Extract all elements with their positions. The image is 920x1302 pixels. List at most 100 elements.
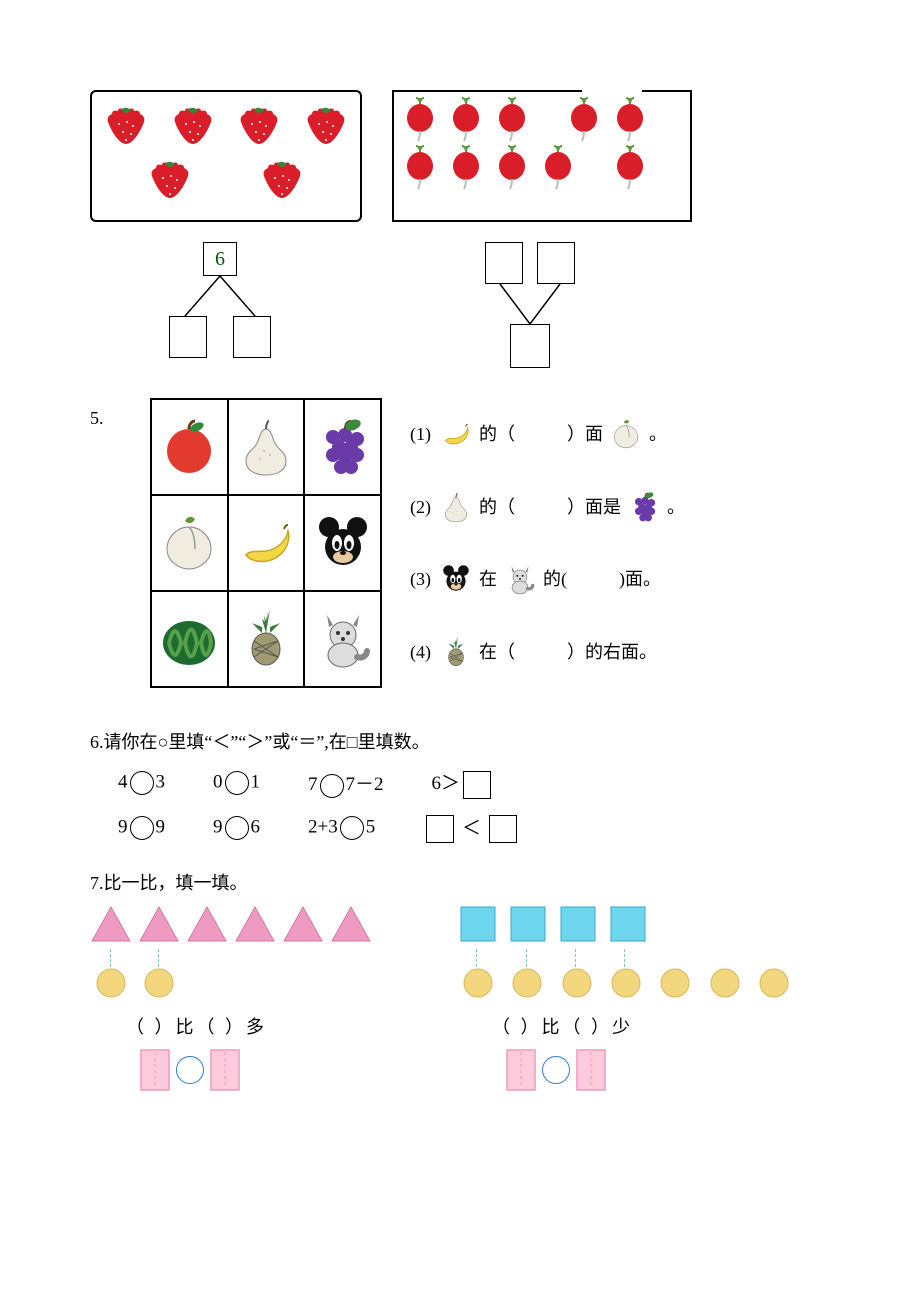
- prompt-row: (3)在的( )面。: [410, 562, 830, 596]
- triangle-icon: [90, 905, 132, 943]
- prompt-row: (4)在（ ）的右面。: [410, 635, 830, 669]
- strawberry-icon: [301, 104, 351, 154]
- fill-blank[interactable]: [573, 570, 613, 588]
- banana-icon: [439, 417, 473, 451]
- triangle-icon: [138, 905, 180, 943]
- square-icon: [559, 905, 597, 943]
- expr: 77－2: [308, 769, 384, 798]
- question-number: 5.: [90, 398, 150, 688]
- triangle-icon: [330, 905, 372, 943]
- circle-icon: [95, 967, 127, 999]
- q6-expressions: 430177－26＞99962+35 ＜: [118, 768, 830, 843]
- q5-prompts: (1)的（ ）面。(2)的（ ）面是。(3)在的( )面。(4)在（ ）的右面。: [410, 398, 830, 688]
- bond-blank-box[interactable]: [233, 316, 271, 358]
- pineapple-icon: [439, 635, 473, 669]
- dash-connector: [575, 949, 578, 967]
- q6-title: 6.请你在○里填“＜”“＞”或“＝”,在□里填数。: [90, 728, 830, 754]
- bond-blank-box[interactable]: [510, 324, 550, 368]
- grid-cell-watermelon: [151, 591, 228, 687]
- answer-circle[interactable]: [542, 1056, 570, 1084]
- radish-icon: [402, 96, 442, 144]
- circle-icon: [610, 967, 642, 999]
- strawberry-icon: [257, 158, 307, 208]
- fill-blank[interactable]: [521, 425, 561, 443]
- circle-icon: [659, 967, 691, 999]
- compare-circle[interactable]: [320, 774, 344, 798]
- prompt-text: 在: [479, 570, 497, 588]
- compare-circle[interactable]: [340, 816, 364, 840]
- rect-shape-icon: [140, 1049, 170, 1091]
- expr: 6＞: [432, 768, 495, 799]
- q7-answer-row: [506, 1049, 796, 1091]
- q7-title: 7.比一比，填一填。: [90, 869, 830, 895]
- strawberry-icon: [145, 158, 195, 208]
- pear-icon: [439, 490, 473, 524]
- fill-square[interactable]: [463, 771, 491, 799]
- dash-connector: [110, 949, 113, 967]
- prompt-index: (2): [410, 498, 431, 516]
- strawberry-icon: [101, 104, 151, 154]
- fox-icon: [503, 562, 537, 596]
- strawberry-icon: [168, 104, 218, 154]
- dash-connector: [624, 949, 627, 967]
- circle-icon: [709, 967, 741, 999]
- circle-icon: [462, 967, 494, 999]
- circle-icon: [561, 967, 593, 999]
- fill-blank[interactable]: [521, 643, 561, 661]
- expr: 96: [213, 816, 260, 840]
- bond-blank-box[interactable]: [169, 316, 207, 358]
- number-bond-left: 6: [90, 242, 350, 368]
- prompt-text: )面。: [619, 570, 661, 588]
- answer-circle[interactable]: [176, 1056, 204, 1084]
- circle-icon: [758, 967, 790, 999]
- expr-row: 99962+35 ＜: [118, 813, 830, 844]
- grid-cell-pineapple: [228, 591, 305, 687]
- prompt-text: 在（: [479, 643, 515, 661]
- radish-box: [392, 90, 692, 222]
- prompt-index: (4): [410, 643, 431, 661]
- rect-shape-icon: [576, 1049, 606, 1091]
- prompt-text: 。: [649, 425, 667, 443]
- grid-cell-fox: [304, 591, 381, 687]
- mickey-icon: [439, 562, 473, 596]
- strawberry-icon: [234, 104, 284, 154]
- bond-top-value: 6: [203, 242, 237, 276]
- expr: ＜: [423, 813, 520, 844]
- fill-square[interactable]: [426, 815, 454, 843]
- expr: 99: [118, 816, 165, 840]
- compare-circle[interactable]: [130, 816, 154, 840]
- circle-icon: [143, 967, 175, 999]
- dash-connector: [526, 949, 529, 967]
- prompt-text: ）面: [567, 425, 603, 443]
- triangle-icon: [282, 905, 324, 943]
- dash-connector: [158, 949, 161, 967]
- compare-circle[interactable]: [130, 771, 154, 795]
- fill-square[interactable]: [489, 815, 517, 843]
- grid-cell-apple: [151, 399, 228, 495]
- expr: 01: [213, 771, 260, 795]
- bond-blank-box[interactable]: [537, 242, 575, 284]
- rect-shape-icon: [210, 1049, 240, 1091]
- grape-icon: [627, 490, 661, 524]
- triangle-icon: [186, 905, 228, 943]
- compare-circle[interactable]: [225, 771, 249, 795]
- grid-cell-mickey: [304, 495, 381, 591]
- strawberry-box: [90, 90, 362, 222]
- circle-icon: [511, 967, 543, 999]
- compare-circle[interactable]: [225, 816, 249, 840]
- bond-blank-box[interactable]: [485, 242, 523, 284]
- q7-left-panel: （ ）比（ ）多: [90, 905, 430, 1091]
- peach-icon: [609, 417, 643, 451]
- square-icon: [459, 905, 497, 943]
- fill-blank[interactable]: [521, 498, 561, 516]
- prompt-text: 的（: [479, 498, 515, 516]
- square-icon: [609, 905, 647, 943]
- dash-connector: [476, 949, 479, 967]
- grid-cell-banana: [228, 495, 305, 591]
- expr-row: 430177－26＞: [118, 768, 830, 799]
- q7-answer-row: [140, 1049, 430, 1091]
- grid-cell-pear: [228, 399, 305, 495]
- fruit-grid: [150, 398, 382, 688]
- prompt-row: (2)的（ ）面是。: [410, 490, 830, 524]
- prompt-text: 的(: [543, 570, 567, 588]
